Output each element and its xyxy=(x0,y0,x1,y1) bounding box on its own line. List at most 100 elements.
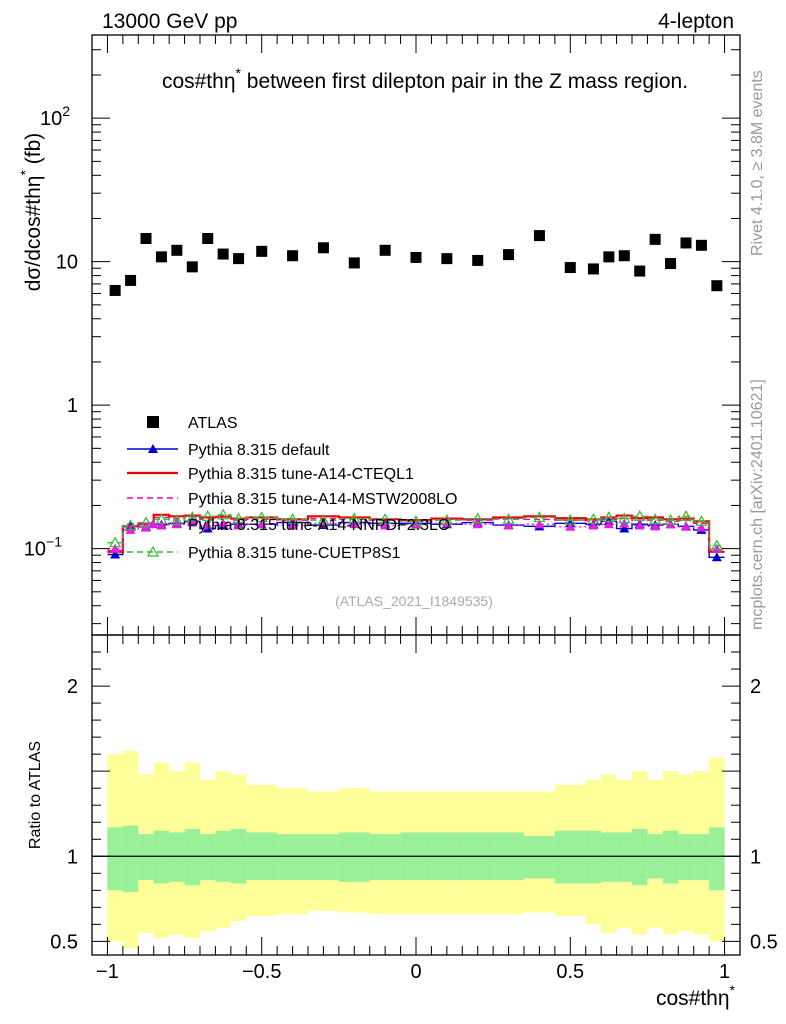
data-point xyxy=(256,245,268,257)
legend-marker xyxy=(148,519,158,528)
data-point xyxy=(503,520,514,530)
data-point xyxy=(679,510,693,521)
ratio-plot-area xyxy=(92,750,740,949)
ratio-y-tick-label-right: 1 xyxy=(750,846,761,868)
data-point xyxy=(502,513,515,524)
data-point xyxy=(564,513,577,525)
y-axis-label: dσ/dcos#thη* (fb) xyxy=(17,133,45,292)
data-point xyxy=(287,520,298,530)
data-point xyxy=(217,508,230,520)
data-point xyxy=(141,522,151,532)
legend-label: Pythia 8.315 tune-CUETP8S1 xyxy=(188,545,401,562)
data-point xyxy=(618,250,630,262)
data-point xyxy=(201,510,214,521)
legend-label: ATLAS xyxy=(188,415,238,432)
data-point xyxy=(233,253,245,265)
data-point xyxy=(602,511,615,523)
data-point xyxy=(287,250,299,262)
data-point xyxy=(710,539,723,551)
legend-item: Pythia 8.315 tune-A14-CTEQL1 xyxy=(127,466,414,483)
y-tick-label: 10 xyxy=(56,252,78,274)
data-point xyxy=(711,543,722,553)
mcplots-label: mcplots.cern.ch [arXiv:2401.10621] xyxy=(749,379,766,630)
data-point xyxy=(711,552,722,562)
data-point xyxy=(110,549,121,559)
data-point xyxy=(155,513,168,524)
legend-item: ATLAS xyxy=(147,415,238,432)
data-point xyxy=(409,515,423,526)
data-point xyxy=(603,519,614,529)
data-point xyxy=(379,513,392,524)
ratio-y-tick-label: 2 xyxy=(67,676,78,698)
ratio-panel: 2 2 1 1 0.5 0.5 −1 −0.5 0 0.5 1 Ratio to ATLAS co… xyxy=(27,634,778,1010)
stat-uncertainty-band xyxy=(184,829,200,886)
data-point xyxy=(649,513,662,524)
main-tick-marks xyxy=(92,35,740,635)
legend-item: Pythia 8.315 default xyxy=(127,442,330,459)
data-point xyxy=(441,518,452,528)
data-point xyxy=(650,521,661,531)
data-point xyxy=(665,258,677,270)
data-point xyxy=(565,521,576,531)
data-point xyxy=(170,513,183,525)
data-point xyxy=(619,523,630,533)
stat-uncertainty-band xyxy=(693,834,710,881)
stat-uncertainty-band xyxy=(554,830,586,884)
ratio-y-tick-label: 0.5 xyxy=(50,931,78,953)
y-tick-label: 1 xyxy=(67,395,78,417)
x-tick-labels: −1 −0.5 0 0.5 1 xyxy=(96,961,730,983)
data-point xyxy=(109,284,121,296)
data-point xyxy=(124,519,137,531)
data-point xyxy=(533,511,546,523)
data-point xyxy=(472,519,483,529)
series-4 xyxy=(107,517,725,553)
data-point xyxy=(440,513,453,525)
plot-title: cos#thη* between first dilepton pair in … xyxy=(162,65,688,93)
data-point xyxy=(696,522,707,532)
data-point xyxy=(379,244,391,256)
data-point xyxy=(681,521,691,531)
data-point xyxy=(664,513,677,525)
data-point xyxy=(318,518,329,528)
stat-uncertainty-band xyxy=(153,830,170,884)
data-point xyxy=(471,512,484,524)
data-point xyxy=(110,543,121,553)
data-point xyxy=(232,512,245,524)
legend: ATLAS Pythia 8.315 default Pythia 8.315 tu… xyxy=(127,415,457,562)
stat-uncertainty-band xyxy=(601,832,617,882)
data-point xyxy=(587,513,600,524)
legend-marker xyxy=(148,444,158,453)
legend-label: Pythia 8.315 tune-A14-MSTW2008LO xyxy=(188,491,457,508)
legend-item: Pythia 8.315 tune-CUETP8S1 xyxy=(127,545,401,562)
legend-marker xyxy=(146,545,160,557)
data-point xyxy=(380,520,391,530)
stat-uncertainty-band xyxy=(138,834,154,881)
data-point xyxy=(534,519,545,529)
y-tick-labels: 102 10 1 10−1 xyxy=(24,103,78,560)
data-point xyxy=(187,517,198,527)
data-point xyxy=(186,511,199,523)
data-point xyxy=(317,242,329,254)
data-point xyxy=(633,510,646,521)
data-point xyxy=(695,515,708,526)
data-point xyxy=(410,251,422,263)
rivet-version-label: Rivet 4.1.0, ≥ 3.8M events xyxy=(749,70,766,256)
data-point xyxy=(603,251,615,263)
data-point xyxy=(349,519,360,529)
series-atlas xyxy=(109,230,723,296)
stat-uncertainty-band xyxy=(662,830,679,884)
data-point xyxy=(503,249,515,261)
ratio-y-axis-label: Ratio to ATLAS xyxy=(27,741,44,849)
data-point xyxy=(109,536,122,548)
data-point xyxy=(711,280,723,292)
series-line xyxy=(107,514,725,547)
data-point xyxy=(348,512,361,524)
stat-uncertainty-band xyxy=(122,825,139,893)
ratio-tick-marks xyxy=(92,635,740,955)
data-point xyxy=(256,519,267,529)
legend-marker xyxy=(147,416,159,428)
stat-uncertainty-band xyxy=(678,834,694,881)
main-plot-area xyxy=(107,230,725,562)
data-point xyxy=(233,520,244,530)
